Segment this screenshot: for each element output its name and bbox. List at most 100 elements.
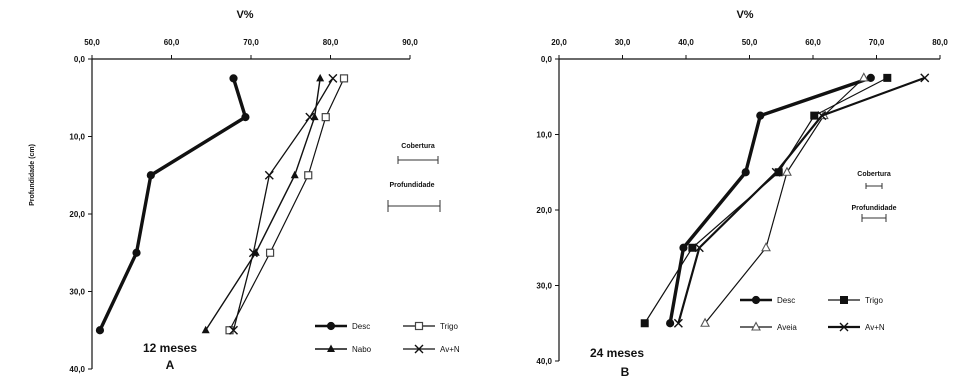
panel-a-series-desc	[95, 74, 250, 335]
panel-b-series-aveia	[700, 72, 869, 327]
panel-a-point-nabo	[310, 112, 319, 121]
panel-a-point-desc	[132, 248, 141, 257]
panel-b-point-trigo	[640, 319, 649, 328]
panel-b-x-axis-title: V%	[736, 9, 753, 21]
panel-b-legend-item-av-n: Av+N	[828, 322, 885, 332]
panel-a-legend-swatch-marker	[414, 321, 424, 331]
panel-a-x-tick-label: 60,0	[164, 38, 180, 47]
panel-b-caption: 24 meses	[590, 346, 644, 360]
panel-b-point-aveia	[761, 242, 771, 252]
panel-b-legend-label: Aveia	[777, 323, 797, 332]
panel-a-legend-label: Desc	[352, 322, 370, 331]
panel-a-y-axis-title: Profundidade (cm)	[29, 144, 36, 206]
panel-b-annotation-cobertura: Cobertura	[857, 171, 891, 189]
panel-a-point-desc	[229, 74, 238, 83]
panel-a-point-desc	[95, 326, 105, 335]
panel-a-legend-item-nabo: Nabo	[315, 344, 372, 354]
panel-a-y-tick-label: 20,0	[69, 210, 85, 219]
panel-b-y-tick-label: 20,0	[536, 206, 552, 215]
panel-b-series-line-desc	[668, 76, 872, 324]
panel-a-point-av-n	[305, 112, 315, 122]
panel-a-point-av-n	[248, 248, 258, 258]
panel-b-point-desc	[866, 73, 875, 82]
panel-a-legend-item-desc: Desc	[315, 321, 370, 331]
panel-b-point-aveia	[700, 317, 710, 327]
panel-a-x-tick-label: 50,0	[84, 38, 100, 47]
panel-a-letter: A	[166, 358, 175, 372]
panel-a-y-tick-label: 10,0	[69, 133, 85, 142]
panel-a-point-av-n	[264, 170, 274, 180]
panel-b-x-tick-label: 40,0	[678, 38, 694, 47]
panel-a-annotation-cobertura-label: Cobertura	[401, 143, 435, 150]
panel-b-annotation-profundidade: Profundidade	[851, 205, 897, 222]
panel-b-point-av-n	[771, 167, 781, 177]
panel-b-point-trigo	[883, 73, 892, 82]
panel-b-chart: V% 20,0 30,0 40,0 50,0 60,0 70,0 80,0 0,0 10,0 20…	[536, 9, 948, 379]
panel-b-x-tick-label: 60,0	[805, 38, 821, 47]
panel-a-point-nabo	[290, 170, 299, 179]
panel-b-letter: B	[621, 365, 630, 379]
panel-b-x-tick-label: 50,0	[742, 38, 758, 47]
panel-a-point-trigo	[265, 248, 275, 257]
panel-b-legend-label: Desc	[777, 296, 795, 305]
panel-b-point-aveia	[782, 166, 792, 176]
panel-a-point-desc	[146, 171, 155, 180]
panel-a-y-tick-label: 0,0	[74, 55, 86, 64]
panel-a-point-nabo	[201, 325, 210, 334]
panel-b-point-av-n	[817, 111, 827, 121]
panel-b-legend-item-trigo: Trigo	[828, 296, 883, 305]
panel-a-legend-label: Nabo	[352, 345, 372, 354]
panel-b-point-aveia	[858, 72, 869, 82]
panel-b-legend-swatch-marker	[751, 295, 761, 305]
panel-a-legend-item-trigo: Trigo	[403, 321, 458, 331]
panel-b-point-av-n	[694, 243, 704, 253]
panel-a-legend-swatch-marker	[327, 344, 335, 352]
panel-a-x-tick-label: 80,0	[323, 38, 339, 47]
panel-a-legend-item-av-n: Av+N	[403, 344, 460, 354]
panel-a-legend-swatch-marker	[326, 321, 336, 331]
panel-b-legend-label: Av+N	[865, 323, 885, 332]
panel-b-series-desc	[666, 73, 875, 328]
panel-b-legend: Desc Trigo Aveia Av+N	[740, 295, 885, 332]
panel-b-point-desc	[741, 168, 750, 177]
panel-a-caption: 12 meses	[143, 341, 197, 355]
panel-b-point-desc	[666, 319, 675, 328]
panel-b-x-tick-label: 80,0	[932, 38, 948, 47]
panel-b-y-tick-label: 30,0	[536, 282, 552, 291]
panel-b-x-tick-label: 20,0	[551, 38, 567, 47]
panel-a-annotation-cobertura: Cobertura	[397, 143, 439, 164]
panel-a-annotation-profundidade-label: Profundidade	[389, 182, 434, 189]
panel-a-legend: Desc Trigo Nabo Av+N	[315, 321, 460, 354]
panel-b-point-av-n	[920, 73, 930, 83]
panel-a-point-av-n	[328, 73, 338, 83]
panel-b-x-tick-label: 30,0	[615, 38, 631, 47]
panel-b-point-av-n	[673, 318, 683, 328]
panel-a-x-tick-label: 70,0	[243, 38, 259, 47]
panel-b-point-desc	[756, 111, 765, 120]
panel-b-point-trigo	[810, 111, 819, 120]
panel-b-y-tick-label: 40,0	[536, 357, 552, 366]
panel-a-legend-swatch-marker	[414, 344, 424, 354]
panel-b-legend-swatch-marker	[839, 322, 849, 332]
panel-a-series-trigo	[225, 74, 349, 335]
panel-a-point-trigo	[304, 171, 313, 180]
panel-a-legend-label: Av+N	[440, 345, 460, 354]
panel-b-annotation-cobertura-label: Cobertura	[857, 171, 891, 178]
panel-b-x-tick-label: 70,0	[869, 38, 885, 47]
panel-a-point-trigo	[339, 74, 349, 83]
panel-b-point-desc	[679, 243, 688, 252]
panel-a-x-axis-title: V%	[236, 9, 253, 21]
panel-a-series-line-desc	[98, 77, 248, 331]
panel-b-series-av-n	[673, 73, 930, 328]
panel-b-y-tick-label: 0,0	[541, 55, 553, 64]
panel-a-point-av-n	[229, 325, 239, 335]
panel-b-series-line-aveia	[704, 77, 865, 324]
panel-a-x-tick-label: 90,0	[402, 38, 418, 47]
panel-a-legend-label: Trigo	[440, 322, 458, 331]
panel-b-annotation-profundidade-label: Profundidade	[851, 205, 896, 212]
panel-a-chart: V% Profundidade (cm) 50,0 60,0 70,0 80,0 90,…	[29, 9, 460, 374]
panel-b-point-trigo	[688, 243, 697, 252]
panel-b-legend-swatch-marker	[840, 296, 848, 304]
panel-a-annotation-profundidade: Profundidade	[387, 182, 441, 212]
